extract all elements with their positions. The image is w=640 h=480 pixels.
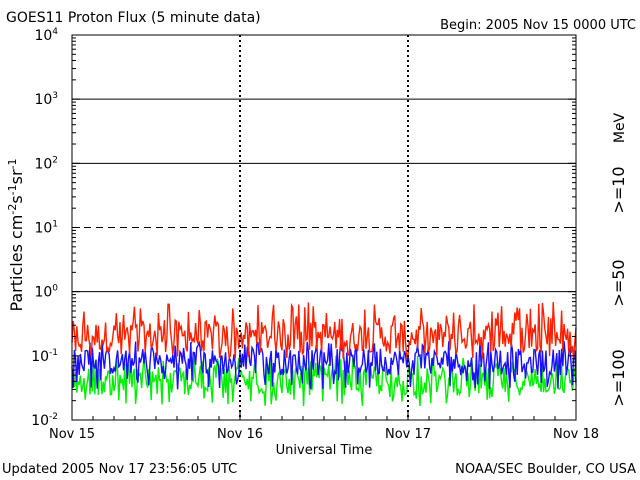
- y-axis-label-sup1: -2: [6, 204, 19, 215]
- y-axis-label: Particles cm-2s-1sr-1: [6, 158, 26, 311]
- x-axis-label: Universal Time: [276, 443, 373, 458]
- legend-ge10: >=10: [609, 166, 628, 213]
- legend: MeV >=10 >=50 >=100: [609, 112, 628, 406]
- updated-time: Updated 2005 Nov 17 23:56:05 UTC: [2, 462, 237, 477]
- y-axis-label-mid2: sr: [7, 169, 26, 184]
- y-tick-labels: 10-2 10-1 100 101 102 103 104: [31, 27, 58, 429]
- chart-title: GOES11 Proton Flux (5 minute data): [6, 10, 261, 26]
- series-line-0: [71, 302, 577, 361]
- legend-unit: MeV: [612, 112, 628, 143]
- y-axis-label-sup3: -1: [6, 158, 19, 169]
- y-tick-label: 103: [34, 91, 58, 108]
- y-tick-label: 100: [34, 284, 58, 301]
- begin-time: Begin: 2005 Nov 15 0000 UTC: [440, 18, 636, 33]
- legend-ge50: >=50: [609, 259, 628, 306]
- credit: NOAA/SEC Boulder, CO USA: [455, 462, 636, 477]
- y-tick-label: 10-2: [31, 412, 58, 429]
- y-tick-label: 102: [34, 155, 58, 172]
- series-line-1: [71, 340, 577, 390]
- x-tick-label: Nov 15: [49, 427, 95, 442]
- legend-ge100: >=100: [609, 349, 628, 406]
- grid-layer: [72, 34, 576, 421]
- series-layer: [71, 302, 577, 407]
- y-axis-label-sup2: -1: [6, 184, 19, 195]
- x-tick-label: Nov 18: [553, 427, 599, 442]
- y-tick-label: 10-1: [31, 348, 58, 365]
- x-tick-label: Nov 17: [385, 427, 431, 442]
- y-tick-label: 104: [34, 27, 58, 44]
- y-axis-label-base: Particles cm: [7, 215, 26, 312]
- x-tick-label: Nov 16: [217, 427, 263, 442]
- y-axis-label-mid1: s: [7, 195, 26, 203]
- x-tick-labels: Nov 15 Nov 16 Nov 17 Nov 18: [49, 412, 599, 442]
- y-tick-label: 101: [34, 220, 58, 237]
